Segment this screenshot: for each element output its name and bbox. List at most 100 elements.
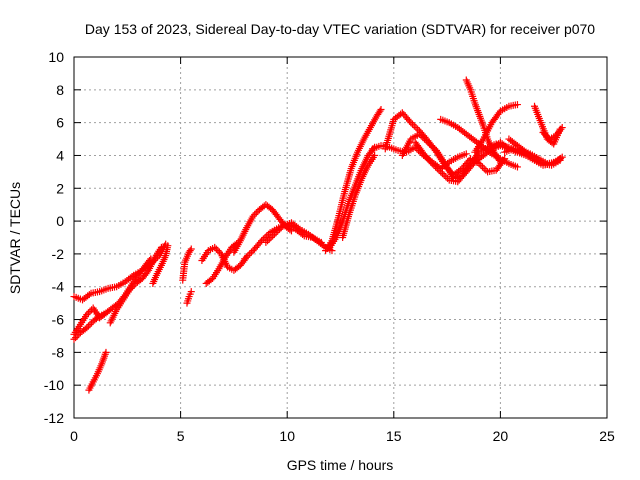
data-point-trail — [251, 238, 264, 253]
data-point-trail — [515, 143, 528, 155]
series-arc-15 — [326, 143, 379, 251]
data-point-trail — [270, 207, 281, 220]
data-point-trail — [107, 308, 120, 325]
data-point-trail — [84, 306, 96, 317]
data-point-trail — [476, 112, 487, 128]
y-tick-label: 10 — [48, 49, 64, 65]
y-tick-label: 8 — [56, 82, 64, 98]
data-point-trail — [115, 279, 127, 289]
data-point-trail — [473, 153, 486, 165]
series-arc-13 — [262, 219, 336, 255]
data-point-trail — [86, 380, 96, 392]
data-point-trail — [80, 291, 93, 303]
data-point-trail — [400, 110, 413, 125]
data-point-trail — [104, 305, 115, 316]
data-point-trail — [91, 313, 102, 324]
data-point-trail — [480, 121, 495, 141]
data-point-trail — [405, 144, 417, 155]
series-arc-4 — [85, 348, 110, 394]
data-point — [407, 119, 415, 127]
data-point-trail — [89, 288, 101, 297]
data-point-trail — [263, 202, 275, 212]
data-point-trail — [456, 151, 468, 160]
data-point-trail — [464, 131, 477, 143]
data-point-trail — [335, 190, 348, 220]
data-point-trail — [289, 220, 302, 232]
data-point — [187, 288, 195, 296]
data-point-trail — [412, 140, 426, 156]
data-point-trail — [489, 147, 499, 158]
data-point-trail — [206, 244, 217, 254]
data-point-trail — [199, 249, 211, 263]
data-point-trail — [114, 298, 126, 312]
x-tick-label: 10 — [279, 428, 295, 444]
data-point-trail — [72, 330, 83, 342]
data-point — [513, 101, 521, 109]
data-point — [270, 230, 278, 238]
y-tick-label: -6 — [52, 312, 65, 328]
data-point-trail — [541, 130, 552, 141]
data-point-trail — [71, 322, 83, 336]
data-point-trail — [499, 142, 511, 151]
chart-title: Day 153 of 2023, Sidereal Day-to-day VTE… — [85, 21, 595, 37]
x-tick-label: 20 — [493, 428, 509, 444]
data-point-trail — [106, 283, 119, 292]
x-tick-label: 0 — [70, 428, 78, 444]
data-point-trail — [251, 207, 262, 219]
data-point — [102, 348, 110, 356]
data-point-trail — [481, 145, 494, 157]
data-point-trail — [503, 146, 515, 155]
data-point-trail — [541, 160, 553, 169]
data-point — [102, 309, 110, 317]
data-point-trail — [359, 153, 371, 171]
data-point-trail — [447, 120, 460, 130]
data-point-trail — [511, 145, 524, 154]
data-point-trail — [464, 160, 477, 174]
data-point-trail — [447, 176, 460, 185]
data-point-trail — [493, 153, 503, 164]
data-point-trail — [84, 319, 96, 330]
data-point-trail — [226, 264, 236, 273]
data-point-trail — [352, 167, 365, 187]
data-point-trail — [98, 285, 110, 295]
data-point — [558, 124, 566, 132]
data-point-trail — [98, 350, 109, 366]
data-point-trail — [354, 137, 367, 154]
data-point-trail — [158, 254, 169, 267]
data-point-trail — [333, 219, 346, 239]
data-point-trail — [382, 117, 397, 151]
data-point-trail — [298, 227, 310, 237]
data-point-trail — [371, 142, 383, 152]
data-point-trail — [434, 148, 448, 166]
data-point-trail — [315, 238, 328, 250]
data-point-trail — [212, 245, 224, 256]
data-point — [83, 311, 91, 319]
plot-frame — [73, 56, 608, 419]
data-point-trail — [182, 250, 192, 264]
data-point-trail — [346, 193, 359, 216]
data-point-trail — [486, 167, 498, 175]
data-point-trail — [216, 255, 228, 271]
data-point-trail — [152, 245, 164, 259]
data-point-trail — [210, 267, 222, 281]
data-point-trail — [438, 170, 452, 182]
series-arc-23 — [471, 101, 521, 156]
data-point-trail — [524, 149, 537, 161]
y-tick-label: 2 — [56, 180, 64, 196]
data-point-trail — [365, 153, 377, 167]
data-point-trail — [553, 125, 565, 138]
data-point-trail — [367, 114, 380, 130]
data-point-trail — [244, 214, 256, 230]
data-point-trail — [90, 306, 102, 320]
data-point-trail — [439, 116, 451, 126]
data-point-trail — [533, 156, 545, 166]
data-point-trail — [78, 313, 90, 326]
data-point — [211, 243, 219, 251]
ticks — [73, 56, 608, 419]
data-point-trail — [78, 325, 89, 335]
data-point — [556, 156, 564, 164]
data-point-trail — [223, 245, 234, 259]
data-point — [258, 237, 266, 245]
data-point-trail — [231, 239, 243, 254]
series-arc-16 — [339, 151, 379, 241]
